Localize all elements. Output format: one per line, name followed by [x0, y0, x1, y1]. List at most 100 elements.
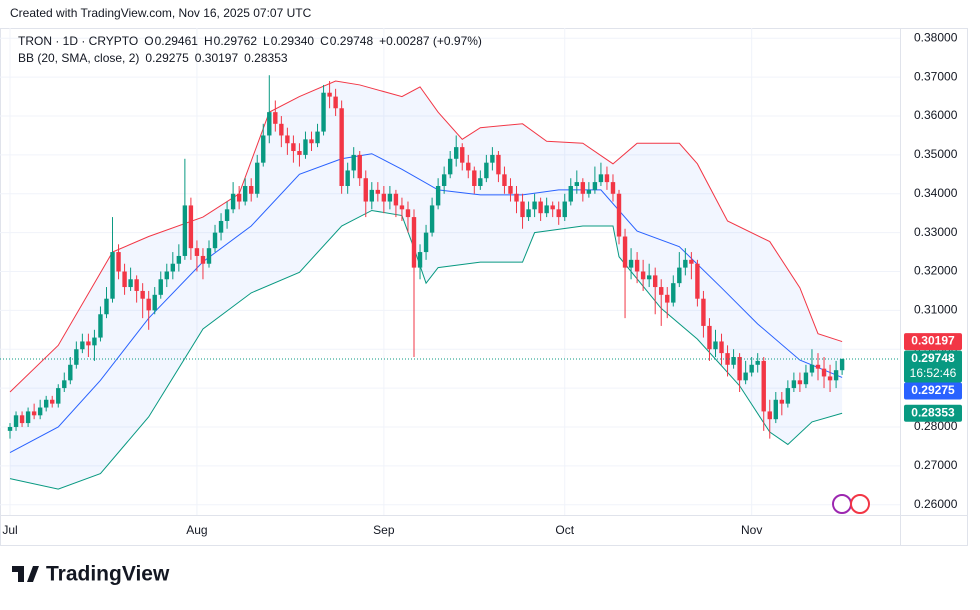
candle-body	[839, 359, 845, 371]
candle-body	[502, 174, 507, 186]
candle-body	[104, 298, 109, 315]
candle-body	[833, 370, 839, 381]
candle-body	[689, 259, 694, 264]
candle-body	[713, 341, 718, 350]
candle-body	[628, 259, 634, 268]
indicator-value: 0.30197	[195, 51, 239, 65]
candle-body	[761, 360, 766, 412]
x-tick-label: Nov	[741, 523, 762, 537]
candle-body	[454, 147, 459, 159]
candle-body	[785, 388, 791, 404]
candle-body	[731, 357, 736, 365]
y-tick-label: 0.26000	[914, 497, 958, 511]
candle-body	[405, 209, 411, 218]
legend-change: +0.00287 (+0.97%)	[379, 34, 482, 48]
candle-body	[610, 182, 616, 194]
candle-body	[363, 178, 368, 202]
candle-body	[279, 123, 284, 136]
icon	[850, 494, 870, 514]
candle-body	[797, 380, 803, 385]
candle-body	[520, 201, 525, 218]
candle-body	[640, 271, 646, 280]
candle-body	[466, 162, 471, 171]
candle-body	[37, 407, 43, 416]
price-tag-label: 0.29275	[911, 383, 955, 397]
candle-body	[375, 189, 381, 194]
candle-body	[242, 185, 248, 202]
legend-value: 0.29340	[271, 34, 315, 48]
candle-body	[441, 174, 447, 186]
candle-body	[665, 294, 670, 303]
indicator-value: 0.28353	[244, 51, 288, 65]
candle-body	[345, 170, 350, 186]
y-tick-label: 0.33000	[914, 225, 958, 239]
candle-body	[809, 364, 815, 373]
candle-body	[683, 259, 688, 268]
y-tick-label: 0.31000	[914, 303, 958, 317]
candle-body	[399, 205, 405, 210]
candle-body	[484, 162, 489, 179]
band-line	[9, 80, 843, 393]
candle-body	[701, 298, 706, 326]
x-tick-label: Jul	[2, 523, 17, 537]
candle-body	[659, 287, 664, 295]
countdown: 16:52:46	[910, 366, 957, 380]
legend-value: 0.29461	[155, 34, 199, 48]
candle-body	[333, 96, 338, 109]
candle-body	[146, 298, 151, 311]
candle-body	[369, 189, 374, 202]
x-tick-label: Oct	[555, 523, 574, 537]
legend-key: C	[320, 34, 329, 48]
candle-body	[755, 360, 760, 365]
y-tick-label: 0.35000	[914, 147, 958, 161]
candle-body	[285, 135, 290, 144]
candle-body	[297, 151, 302, 155]
candle-body	[779, 399, 785, 404]
candle-body	[538, 201, 543, 214]
candle-body	[737, 357, 742, 381]
y-tick-label: 0.27000	[914, 458, 958, 472]
candle-body	[562, 201, 567, 218]
candle-body	[321, 92, 326, 132]
candle-body	[261, 135, 266, 163]
candle-body	[749, 364, 754, 373]
candle-body	[598, 174, 604, 183]
candle-body	[140, 290, 145, 299]
candle-body	[423, 232, 429, 253]
candle-body	[164, 271, 169, 280]
candle-body	[194, 248, 200, 256]
candle-body	[134, 279, 139, 291]
price-tag	[904, 350, 962, 383]
candle-body	[773, 399, 778, 420]
candle-body	[230, 193, 236, 210]
candle-body	[236, 193, 242, 202]
candle-body	[671, 283, 676, 303]
candle-body	[695, 263, 700, 299]
candle-body	[622, 236, 628, 268]
candle-body	[86, 341, 91, 346]
price-tag-label: 0.28353	[911, 405, 955, 419]
price-tag-label: 0.29748	[911, 351, 955, 365]
y-tick-label: 0.38000	[914, 30, 958, 44]
candle-body	[791, 380, 797, 389]
candle-body	[43, 399, 49, 408]
candle-body	[327, 92, 332, 97]
brand-icons	[832, 494, 870, 514]
candle-body	[122, 271, 127, 288]
candle-body	[767, 411, 772, 420]
candle-body	[393, 193, 399, 206]
candle-body	[92, 337, 97, 346]
candle-body	[634, 259, 640, 272]
candle-body	[309, 139, 314, 144]
candle-body	[50, 399, 55, 404]
candle-body	[725, 353, 730, 365]
candle-body	[568, 185, 573, 202]
candle-body	[351, 154, 356, 171]
candle-body	[719, 341, 724, 354]
candle-body	[357, 154, 362, 179]
candle-body	[158, 279, 163, 295]
indicator: BB (20, SMA, close, 2)	[18, 51, 139, 65]
candle-body	[827, 376, 833, 381]
candle-body	[170, 263, 176, 272]
candle-body	[176, 255, 182, 264]
